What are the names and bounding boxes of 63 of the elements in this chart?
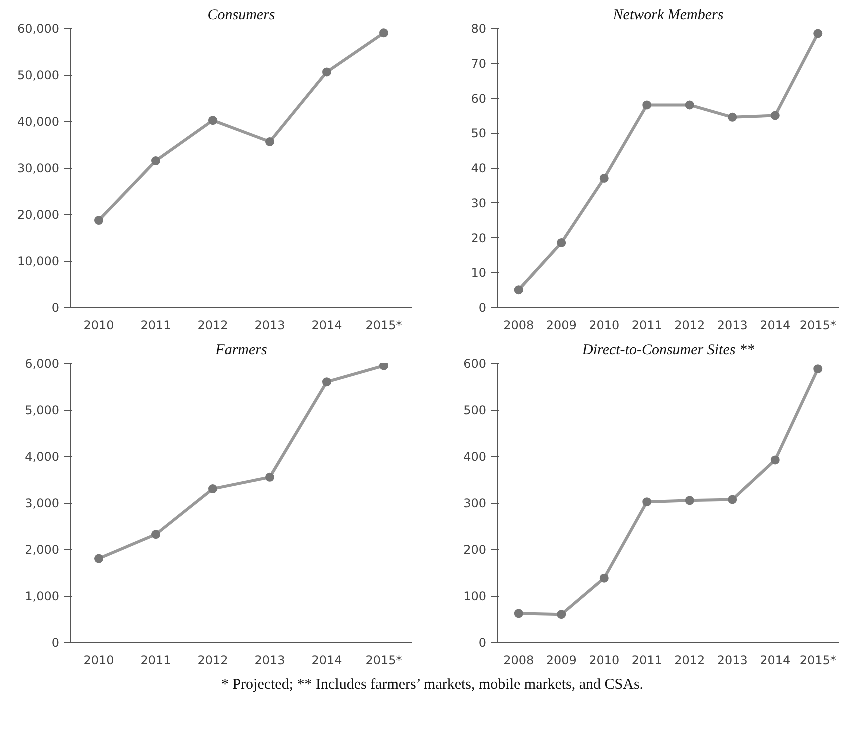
- y-tick-label: 10,000: [18, 254, 60, 268]
- y-tick-label: 50: [471, 126, 487, 141]
- y-tick-label: 20: [471, 231, 487, 246]
- x-tick-label: 2013: [254, 318, 286, 332]
- y-tick-label: 1,000: [25, 590, 60, 604]
- x-tick-label: 2010: [84, 318, 114, 332]
- x-tick-label: 2010: [589, 654, 620, 668]
- y-tick-label: 60: [471, 92, 487, 106]
- y-tick-label: 10: [471, 266, 487, 280]
- y-tick-label: 40,000: [18, 115, 60, 129]
- x-tick-label: 2014: [760, 654, 791, 668]
- x-tick-label: 2015*: [366, 318, 402, 332]
- y-tick-label: 20,000: [18, 208, 60, 222]
- x-tick-label: 2009: [546, 318, 577, 332]
- y-tick-label: 6,000: [25, 357, 60, 371]
- y-tick-label: 0: [52, 301, 60, 315]
- x-tick-label: 2012: [198, 318, 228, 332]
- x-tick-label: 2012: [198, 654, 228, 668]
- text: * Projected; ** Includes farmers’ markets, mobile markets, and CSAs.: [221, 676, 644, 695]
- x-tick-label: 2010: [84, 654, 114, 668]
- chart-title: Direct-to-Consumer Sites **: [582, 342, 755, 358]
- x-tick-label: 2011: [632, 318, 662, 332]
- y-tick-label: 50,000: [18, 68, 60, 82]
- x-tick-label: 2013: [717, 318, 748, 332]
- y-tick-label: 80: [471, 22, 487, 36]
- y-tick-label: 200: [464, 543, 486, 557]
- y-tick-label: 30: [471, 196, 487, 210]
- y-tick-label: 60,000: [18, 22, 60, 36]
- y-tick-label: 0: [52, 636, 60, 650]
- y-tick-label: 300: [464, 496, 486, 510]
- x-tick-label: 2013: [254, 654, 286, 668]
- y-tick-label: 40: [471, 162, 487, 176]
- chart-title: Network Members: [612, 8, 724, 24]
- y-tick-label: 3,000: [25, 496, 60, 510]
- chart-title: Consumers: [208, 8, 276, 24]
- y-tick-label: 70: [471, 56, 487, 71]
- x-tick-label: 2011: [632, 654, 662, 668]
- y-tick-label: 0: [478, 636, 487, 650]
- x-tick-label: 2011: [140, 318, 172, 332]
- y-tick-label: 4,000: [25, 450, 60, 464]
- y-tick-label: 0: [478, 301, 487, 315]
- x-tick-label: 2014: [312, 654, 342, 668]
- x-tick-label: 2014: [760, 318, 791, 332]
- y-tick-label: 2,000: [25, 543, 60, 557]
- y-tick-label: 30,000: [18, 162, 60, 176]
- x-tick-label: 2012: [674, 654, 706, 668]
- x-tick-label: 2013: [717, 654, 748, 668]
- y-tick-label: 100: [464, 590, 486, 604]
- chart-title: Farmers: [214, 342, 268, 358]
- y-tick-label: 5,000: [25, 404, 60, 418]
- x-tick-label: 2014: [312, 318, 342, 332]
- y-tick-label: 400: [464, 450, 486, 464]
- y-tick-label: 500: [464, 404, 486, 418]
- x-tick-label: 2015*: [800, 318, 836, 332]
- x-tick-label: 2015*: [366, 654, 402, 668]
- x-tick-label: 2015*: [800, 654, 836, 668]
- x-tick-label: 2008: [504, 318, 534, 332]
- x-tick-label: 2011: [140, 654, 172, 668]
- x-tick-label: 2009: [546, 654, 577, 668]
- x-tick-label: 2010: [589, 318, 620, 332]
- y-tick-label: 600: [464, 357, 486, 371]
- x-tick-label: 2008: [504, 654, 534, 668]
- x-tick-label: 2012: [674, 318, 706, 332]
